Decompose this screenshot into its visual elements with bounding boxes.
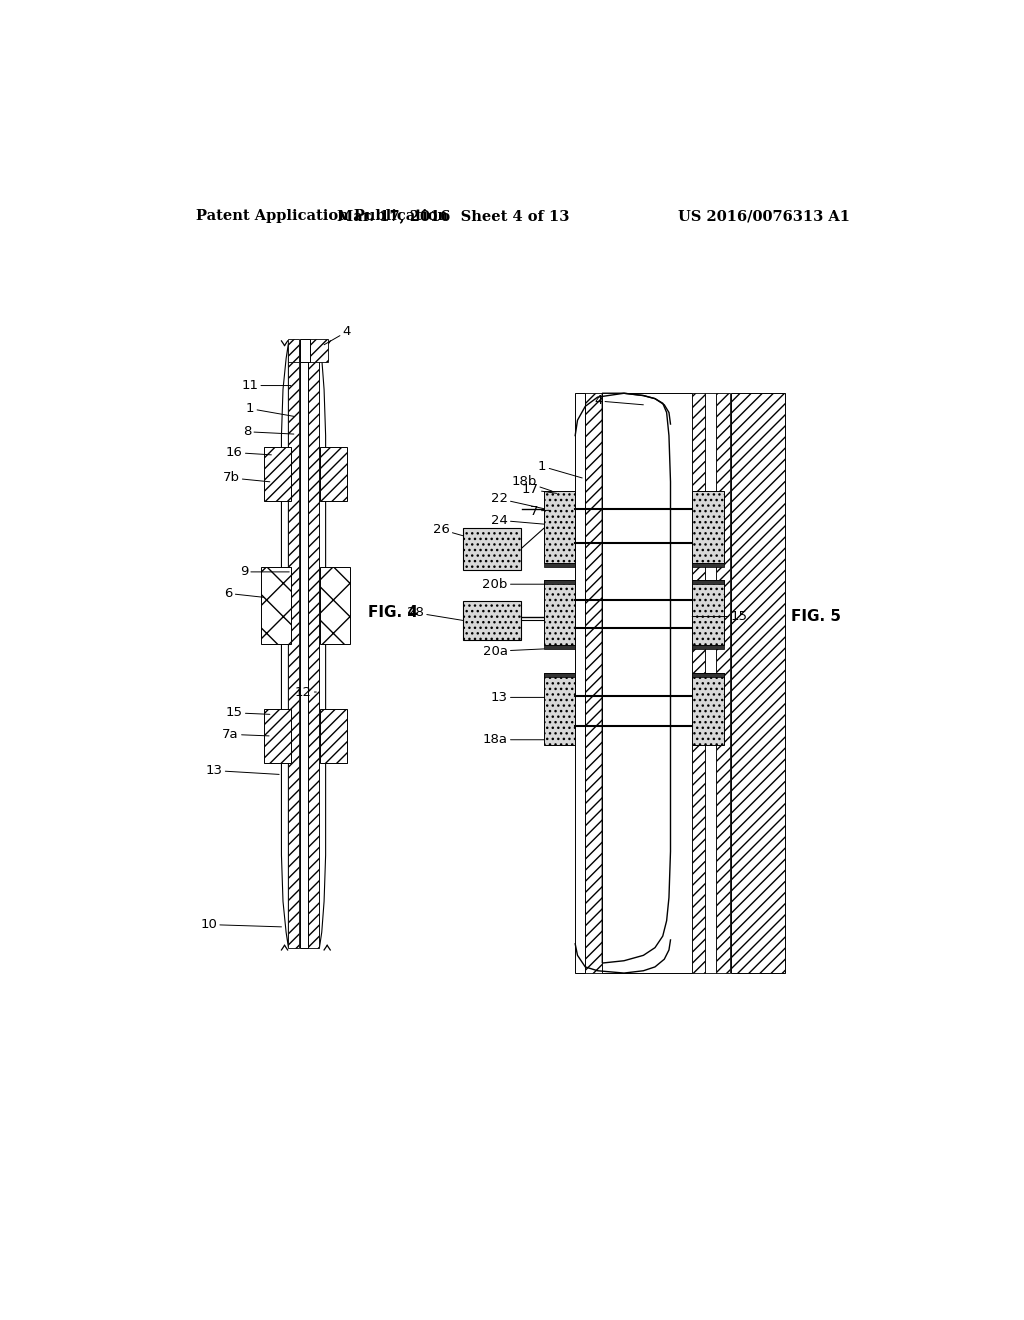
Text: 13: 13 (490, 690, 544, 704)
Text: 4: 4 (324, 325, 351, 345)
Polygon shape (319, 343, 326, 948)
Text: 9: 9 (240, 565, 289, 578)
Polygon shape (602, 393, 671, 964)
Text: US 2016/0076313 A1: US 2016/0076313 A1 (678, 209, 850, 223)
Bar (544, 673, 575, 744)
Text: 13: 13 (206, 764, 280, 777)
Text: 4: 4 (594, 395, 643, 408)
Bar (544, 581, 575, 585)
Bar (310, 339, 328, 363)
Bar (692, 393, 705, 973)
Bar (263, 447, 291, 502)
Bar (692, 673, 724, 744)
Text: 15: 15 (225, 706, 270, 719)
Text: 11: 11 (242, 379, 291, 392)
Bar (321, 709, 347, 763)
Polygon shape (282, 343, 289, 948)
Bar (705, 393, 716, 973)
Bar (300, 339, 310, 363)
Bar (692, 645, 724, 649)
Text: 7a: 7a (222, 727, 269, 741)
Text: FIG. 4: FIG. 4 (369, 605, 418, 620)
Text: 12: 12 (295, 685, 316, 698)
Text: 18b: 18b (512, 475, 552, 491)
Text: 1: 1 (538, 459, 583, 478)
Text: 8: 8 (243, 425, 294, 438)
Bar (692, 562, 724, 566)
Bar (692, 673, 724, 677)
Text: 7: 7 (530, 504, 549, 517)
Text: 20b: 20b (482, 578, 545, 591)
Bar (544, 673, 575, 677)
Bar (463, 601, 521, 640)
Bar (692, 491, 724, 562)
Bar (586, 393, 602, 973)
Bar (289, 343, 299, 948)
Bar (731, 393, 785, 973)
Bar (716, 393, 730, 973)
Bar (575, 393, 586, 973)
Bar (544, 645, 575, 649)
Text: 20a: 20a (482, 644, 544, 657)
Bar (308, 343, 319, 948)
Text: 10: 10 (201, 917, 282, 931)
Bar (463, 528, 521, 570)
Text: 7b: 7b (222, 471, 270, 484)
Text: 24: 24 (490, 513, 544, 527)
Text: Patent Application Publication: Patent Application Publication (197, 209, 449, 223)
Text: 18a: 18a (482, 733, 544, 746)
Bar (692, 581, 724, 645)
Bar (544, 581, 575, 645)
Text: FIG. 5: FIG. 5 (791, 609, 841, 624)
Text: 26: 26 (433, 523, 463, 536)
Bar (602, 393, 692, 973)
Text: 22: 22 (490, 492, 544, 508)
Bar (263, 709, 291, 763)
Text: 6: 6 (224, 587, 263, 601)
Bar (261, 566, 291, 644)
Text: 1: 1 (246, 403, 294, 416)
Bar (544, 562, 575, 566)
Bar (300, 343, 308, 948)
Bar (321, 447, 347, 502)
Text: 16: 16 (226, 446, 271, 459)
Text: 15: 15 (692, 610, 748, 623)
Bar (544, 491, 575, 562)
Text: 28: 28 (408, 606, 463, 620)
Bar (692, 581, 724, 585)
Bar (321, 566, 349, 644)
Bar (289, 339, 299, 363)
Text: 17: 17 (522, 483, 557, 496)
Text: Mar. 17, 2016  Sheet 4 of 13: Mar. 17, 2016 Sheet 4 of 13 (337, 209, 569, 223)
